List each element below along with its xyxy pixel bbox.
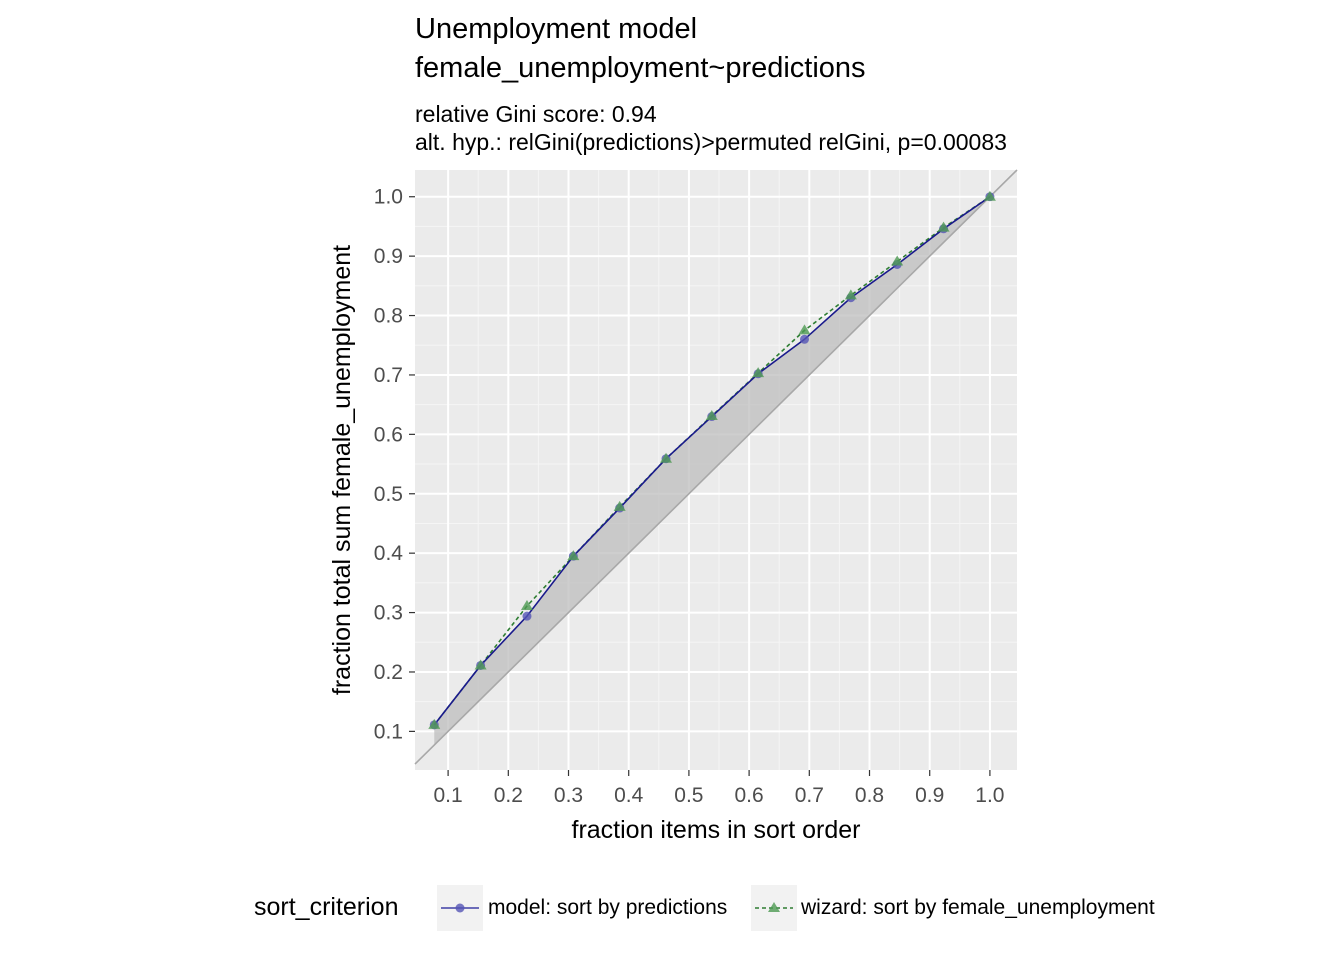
y-tick-label: 1.0 xyxy=(374,186,403,209)
wizard-point xyxy=(705,409,718,420)
y-tick-label: 0.8 xyxy=(374,305,403,328)
y-axis-ticks: 0.1 0.2 0.3 0.4 0.5 0.6 0.7 0.8 0.9 1.0 xyxy=(374,186,415,743)
wizard-point xyxy=(474,659,487,670)
model-point xyxy=(522,611,532,621)
x-axis-ticks: 0.1 0.2 0.3 0.4 0.5 0.6 0.7 0.8 0.9 1.0 xyxy=(434,770,1005,807)
y-tick-label: 0.3 xyxy=(374,602,403,625)
x-tick-label: 0.5 xyxy=(674,784,703,807)
legend-label-wizard: wizard: sort by female_unemployment xyxy=(801,896,1155,919)
x-tick-label: 0.3 xyxy=(554,784,583,807)
legend-key-wizard xyxy=(751,885,797,931)
x-tick-label: 0.2 xyxy=(494,784,523,807)
chart-title-line2: female_unemployment~predictions xyxy=(415,52,866,84)
x-tick-label: 0.4 xyxy=(614,784,644,807)
chart-subtitle-line2: alt. hyp.: relGini(predictions)>permuted… xyxy=(415,129,1007,155)
legend-label-model: model: sort by predictions xyxy=(488,896,728,919)
reference-diagonal-line xyxy=(414,169,1018,765)
wizard-point xyxy=(798,324,811,335)
wizard-point xyxy=(891,255,904,266)
chart-subtitle-line1: relative Gini score: 0.94 xyxy=(415,101,657,127)
y-tick-label: 0.7 xyxy=(374,364,403,387)
y-tick-label: 0.4 xyxy=(374,542,404,565)
wizard-point xyxy=(613,500,626,511)
wizard-point xyxy=(660,452,673,463)
wizard-point xyxy=(520,600,533,611)
y-tick-label: 0.2 xyxy=(374,661,403,684)
legend-title: sort_criterion xyxy=(254,893,399,921)
y-tick-label: 0.6 xyxy=(374,423,403,446)
x-tick-label: 0.8 xyxy=(855,784,884,807)
wizard-point xyxy=(428,718,441,729)
wizard-point xyxy=(844,289,857,300)
y-tick-label: 0.5 xyxy=(374,483,403,506)
x-axis-label: fraction items in sort order xyxy=(572,816,861,844)
wizard-point xyxy=(567,550,580,561)
x-tick-label: 0.6 xyxy=(735,784,764,807)
wizard-point xyxy=(752,367,765,378)
model-point xyxy=(799,334,809,344)
x-tick-label: 0.1 xyxy=(434,784,463,807)
wizard-point xyxy=(983,190,996,201)
chart-title-line1: Unemployment model xyxy=(415,13,698,45)
legend-key-model xyxy=(437,885,483,931)
y-tick-label: 0.1 xyxy=(374,720,403,743)
series-layer xyxy=(428,190,996,730)
y-axis-label: fraction total sum female_unemployment xyxy=(328,245,356,695)
y-tick-label: 0.9 xyxy=(374,245,403,268)
wizard-point xyxy=(937,221,950,232)
x-tick-label: 0.7 xyxy=(795,784,824,807)
x-tick-label: 0.9 xyxy=(915,784,944,807)
x-tick-label: 1.0 xyxy=(975,784,1004,807)
